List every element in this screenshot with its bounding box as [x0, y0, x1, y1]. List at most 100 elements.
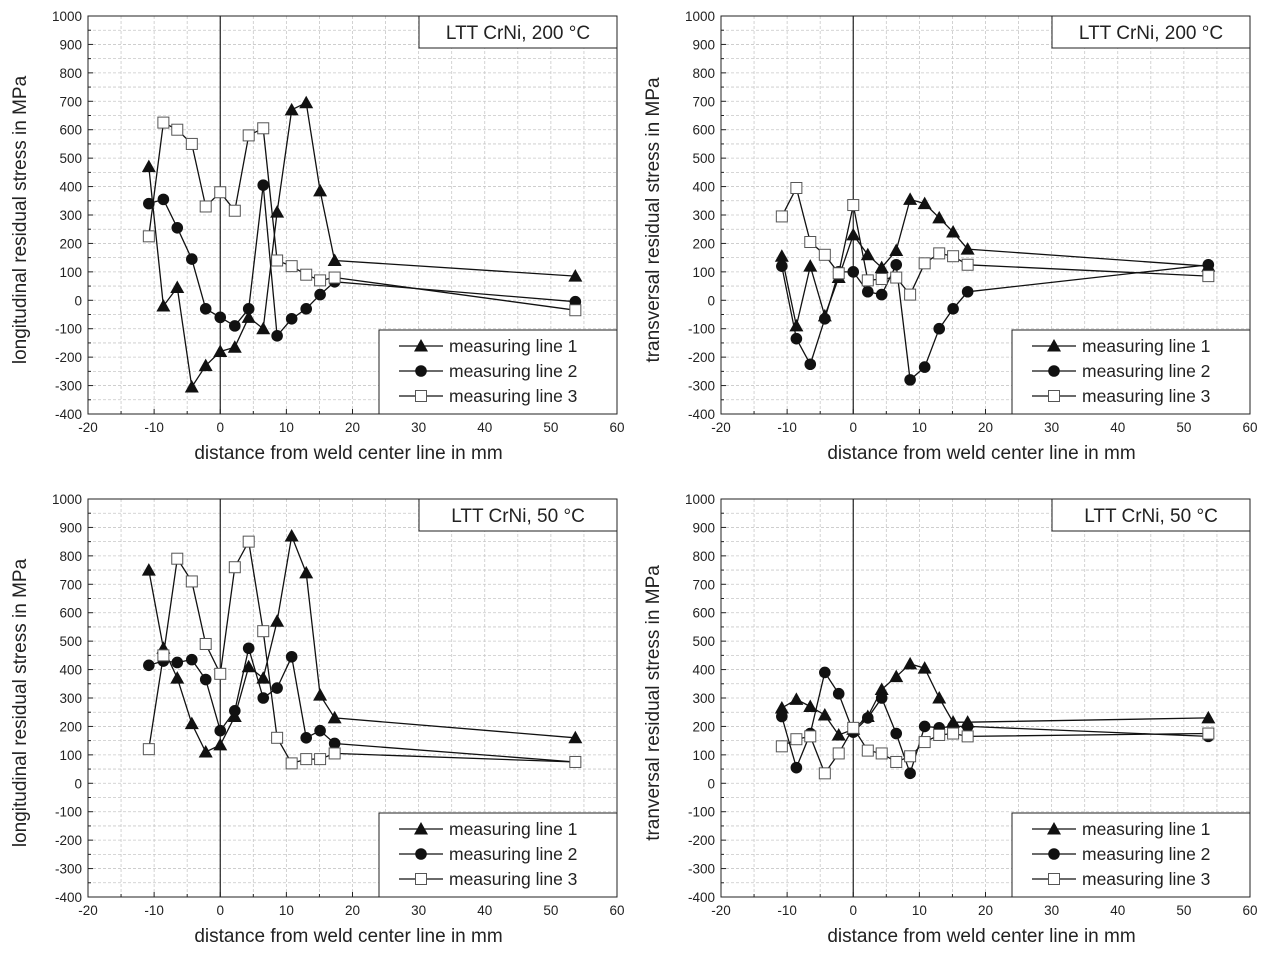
x-tick-label: 50 — [543, 420, 558, 435]
data-point — [933, 728, 946, 741]
y-tick-label: 0 — [707, 776, 715, 791]
data-point — [1202, 727, 1215, 740]
data-point — [271, 254, 284, 267]
x-tick-label: 10 — [279, 420, 294, 435]
legend-label: measuring line 1 — [449, 336, 577, 356]
data-point — [789, 692, 804, 705]
data-point — [284, 528, 299, 542]
data-point — [918, 257, 931, 270]
data-point — [184, 716, 199, 730]
data-point — [961, 720, 974, 733]
data-point — [170, 280, 185, 293]
y-tick-label: 200 — [59, 236, 82, 251]
x-axis-title: distance from weld center line in mm — [194, 926, 502, 947]
data-point — [832, 267, 845, 280]
legend-label: measuring line 3 — [449, 869, 577, 889]
data-point — [918, 720, 931, 733]
x-tick-label: -20 — [711, 420, 731, 435]
data-point — [241, 310, 256, 323]
data-point — [832, 687, 845, 700]
data-point — [271, 682, 283, 694]
data-point — [890, 258, 903, 271]
data-point — [300, 753, 313, 766]
ticks — [720, 498, 1251, 898]
data-point — [313, 183, 328, 197]
data-point — [157, 116, 170, 129]
data-point — [790, 761, 803, 774]
y-tick-label: 100 — [692, 748, 715, 763]
legend-marker — [415, 873, 427, 885]
y-tick-label: -100 — [688, 322, 715, 337]
data-point — [861, 712, 874, 724]
data-point — [157, 193, 170, 206]
y-tick-label: -100 — [55, 322, 82, 337]
x-tick-label: -20 — [78, 420, 98, 435]
data-point — [890, 727, 903, 740]
chart-title: LTT CrNi, 50 °C — [1084, 506, 1218, 527]
y-tick-label: 400 — [59, 663, 82, 678]
chart-title: LTT CrNi, 50 °C — [451, 506, 585, 527]
x-tick-label: 10 — [912, 420, 927, 435]
data-point — [774, 700, 789, 714]
series-line — [148, 648, 576, 763]
x-tick-label: 20 — [345, 420, 360, 435]
legend-marker — [1048, 365, 1060, 377]
x-tick-label: 0 — [216, 903, 224, 918]
data-point — [141, 563, 156, 576]
data-point — [186, 253, 198, 265]
x-tick-label: -10 — [777, 420, 797, 435]
legend-label: measuring line 2 — [449, 361, 577, 381]
y-tick-label: 800 — [59, 549, 82, 564]
x-axis-title: distance from weld center line in mm — [827, 443, 1135, 464]
x-tick-label: 0 — [849, 903, 857, 918]
x-tick-label: -10 — [144, 420, 164, 435]
data-point — [313, 688, 328, 701]
y-tick-label: 300 — [692, 208, 715, 223]
data-point — [875, 692, 888, 704]
y-tick-label: 900 — [59, 37, 82, 52]
y-axis-title: longitudinal residual stress in MPa — [10, 558, 31, 847]
data-point — [776, 260, 788, 272]
data-point — [198, 745, 213, 758]
data-point — [947, 303, 959, 315]
data-point — [199, 303, 212, 315]
x-tick-label: 0 — [216, 420, 224, 435]
legend-label: measuring line 1 — [1082, 819, 1210, 839]
y-tick-label: 700 — [692, 94, 715, 109]
data-point — [314, 724, 326, 737]
data-point — [228, 704, 241, 717]
series-line — [148, 539, 576, 765]
legend-label: measuring line 2 — [1082, 844, 1210, 864]
data-point — [285, 650, 298, 663]
legend-label: measuring line 2 — [449, 844, 577, 864]
chart-top-left: -400-300-200-100010020030040050060070080… — [10, 9, 625, 464]
data-point — [790, 733, 803, 746]
y-tick-label: 0 — [707, 293, 715, 308]
y-tick-label: 600 — [59, 123, 82, 138]
data-point — [904, 750, 917, 763]
data-point — [256, 671, 271, 684]
data-point — [904, 374, 916, 386]
data-point — [569, 304, 582, 317]
y-tick-label: 700 — [59, 577, 82, 592]
data-point — [199, 200, 212, 213]
x-tick-label: 30 — [1044, 420, 1059, 435]
data-point — [904, 288, 917, 301]
x-tick-label: 60 — [609, 420, 624, 435]
data-point — [327, 710, 342, 724]
data-point — [819, 666, 831, 679]
series-3 — [142, 116, 582, 317]
chart-bottom-left: -400-300-200-100010020030040050060070080… — [10, 492, 625, 947]
data-point — [157, 649, 170, 662]
data-point — [242, 642, 255, 655]
y-tick-label: 300 — [59, 208, 82, 223]
y-tick-label: 200 — [692, 236, 715, 251]
data-point — [213, 737, 228, 751]
x-tick-label: 40 — [1110, 420, 1125, 435]
legend: measuring line 1 measuring line 2 measurin… — [378, 329, 618, 415]
y-tick-label: -100 — [688, 805, 715, 820]
series-line — [148, 185, 576, 338]
data-point — [185, 575, 198, 588]
y-axis-title: tranversal residual stress in MPa — [643, 565, 664, 841]
y-tick-label: 500 — [692, 634, 715, 649]
